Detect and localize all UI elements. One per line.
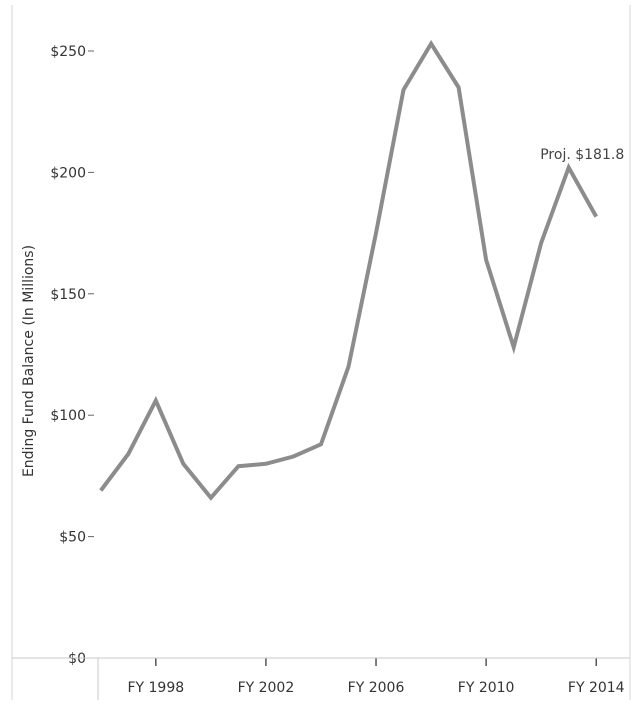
- x-tick-label: FY 2002: [238, 680, 295, 696]
- x-tick-label: FY 1998: [127, 680, 184, 696]
- series-group: [99, 39, 598, 501]
- y-tick-label: $100: [50, 408, 86, 424]
- x-axis: FY 1998 FY 2002 FY 2006 FY 2010 FY 2014: [127, 658, 625, 696]
- y-axis: $0 $50 $100 $150 $200 $250: [50, 44, 94, 667]
- annotations: Proj. $181.8: [540, 147, 624, 163]
- annotation-label: Proj. $181.8: [540, 147, 624, 163]
- x-tick-label: FY 2010: [458, 680, 515, 696]
- y-axis-title: Ending Fund Balance (In Millions): [21, 245, 37, 477]
- x-tick-label: FY 2014: [568, 680, 625, 696]
- y-tick-label: $0: [68, 651, 86, 667]
- y-tick-label: $150: [50, 287, 86, 303]
- y-tick-label: $50: [59, 530, 86, 546]
- y-tick-label: $250: [50, 44, 86, 60]
- x-tick-label: FY 2006: [348, 680, 405, 696]
- y-tick-label: $200: [50, 165, 86, 181]
- series-line: [99, 39, 598, 501]
